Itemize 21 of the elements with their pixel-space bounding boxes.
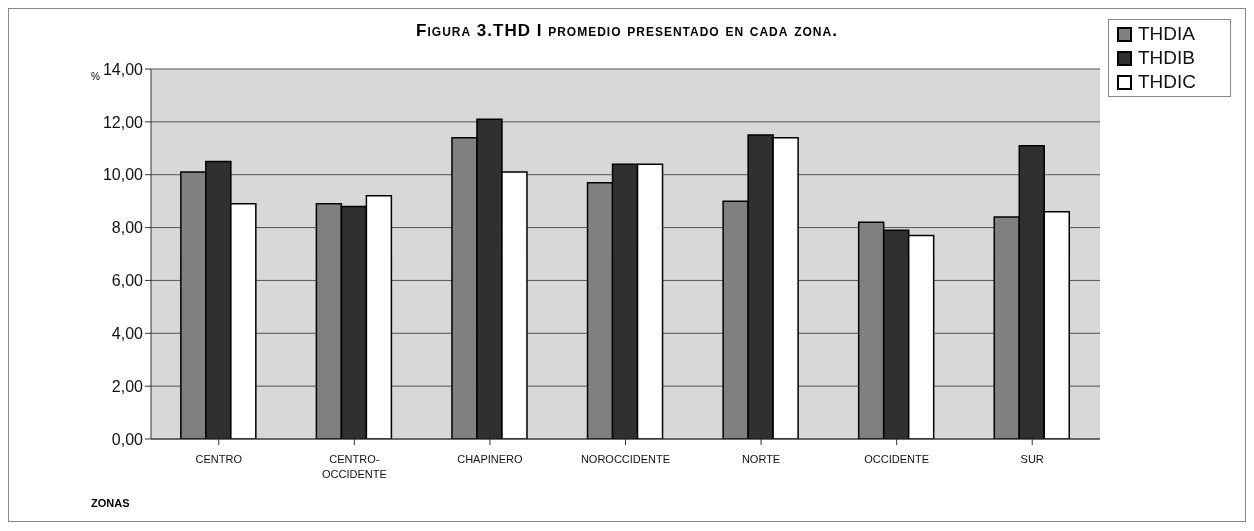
x-tick-label: NOROCCIDENTE (580, 453, 671, 465)
y-tick-label: 6,00 (111, 272, 144, 290)
y-tick-label: 10,00 (102, 166, 144, 184)
y-tick-label: 2,00 (111, 377, 144, 395)
y-tick-label: 0,00 (111, 430, 144, 448)
x-tick-label: CENTRO-OCCIDENTE (321, 453, 387, 480)
y-tick-label: 12,00 (102, 113, 144, 131)
x-tick-label: CENTRO (195, 453, 243, 465)
x-axis-title: ZONAS (91, 497, 130, 509)
y-tick-label: 8,00 (111, 219, 144, 237)
y-axis-title: % (91, 71, 100, 82)
y-tick-label: 4,00 (111, 324, 144, 342)
chart-title: Figura 3.THD I promedio presentado en cada zona. (416, 21, 838, 40)
y-tick-label: 14,00 (102, 60, 144, 78)
legend-label: THDIB (1138, 46, 1195, 70)
x-tick-label: OCCIDENTE (864, 453, 930, 465)
x-tick-label: SUR (1020, 453, 1044, 465)
x-tick-label: CHAPINERO (457, 453, 524, 465)
legend-label: THDIA (1138, 22, 1195, 46)
x-tick-label: NORTE (741, 453, 781, 465)
legend-label: THDIC (1138, 70, 1197, 94)
